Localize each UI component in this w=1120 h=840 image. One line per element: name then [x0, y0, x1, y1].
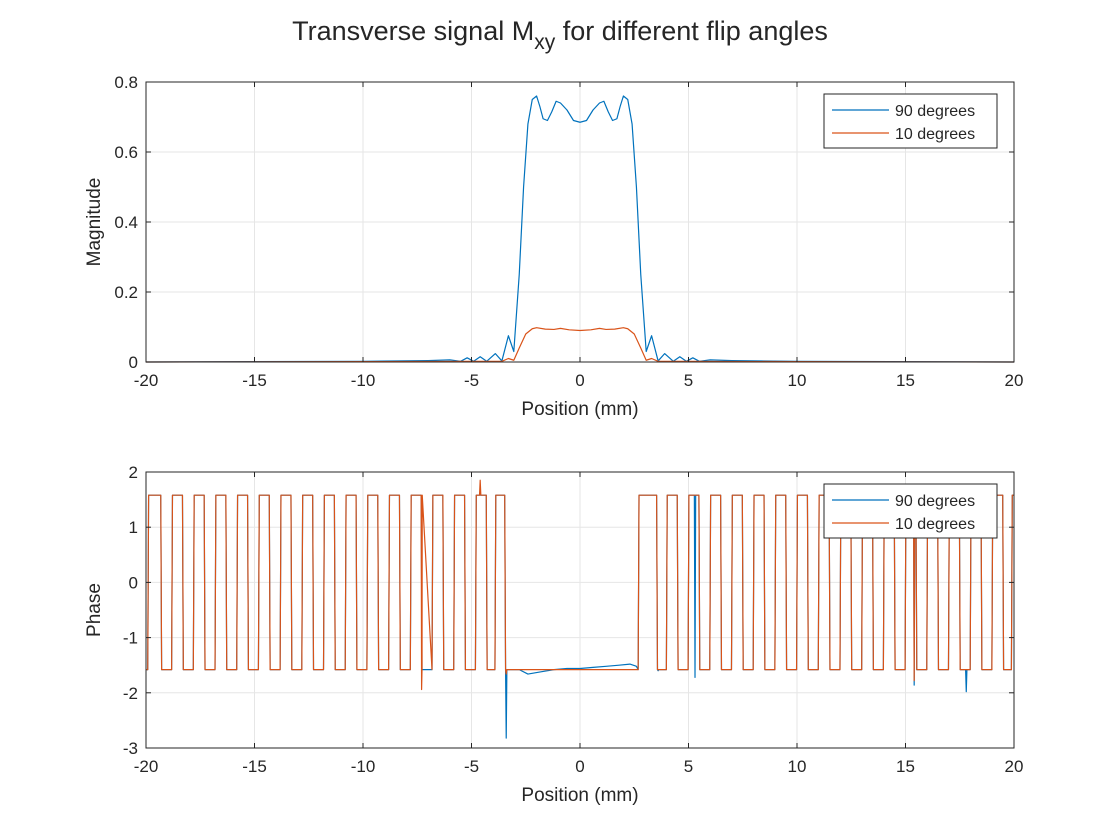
- phase-xtick-label: 15: [896, 757, 915, 776]
- title-main: Transverse signal M: [292, 16, 534, 46]
- magnitude-tick-labels: -20 -15 -10 -5 0 5 10 15 20 0 0.2 0.4 0.6 0.8: [114, 73, 1023, 390]
- phase-x-axis-label: Position (mm): [521, 785, 638, 806]
- magnitude-xtick-label: -15: [242, 371, 267, 390]
- magnitude-series-line-10: [145, 327, 1015, 363]
- magnitude-ytick-label: 0.8: [114, 73, 138, 92]
- phase-ticks: [145, 471, 1015, 749]
- magnitude-legend-label-10: 10 degrees: [895, 126, 975, 143]
- phase-legend: 90 degrees 10 degrees: [823, 483, 998, 539]
- phase-xtick-label: 5: [684, 757, 693, 776]
- magnitude-series-line-90: [145, 95, 1015, 363]
- phase-ytick-label: -2: [123, 684, 138, 703]
- magnitude-legend-box: [823, 93, 998, 149]
- magnitude-xtick-label: 15: [896, 371, 915, 390]
- title-subscript: xy: [534, 31, 556, 54]
- magnitude-xtick-label: 5: [684, 371, 693, 390]
- phase-legend-label-90: 90 degrees: [895, 493, 975, 510]
- magnitude-legend: 90 degrees 10 degrees: [823, 93, 998, 149]
- magnitude-xtick-label: 10: [788, 371, 807, 390]
- magnitude-ytick-label: 0: [129, 353, 138, 372]
- phase-legend-label-10: 10 degrees: [895, 516, 975, 533]
- magnitude-xtick-label: -5: [464, 371, 479, 390]
- magnitude-xtick-label: 0: [575, 371, 584, 390]
- magnitude-series: [145, 95, 1015, 363]
- phase-ytick-label: 1: [129, 518, 138, 537]
- phase-xtick-label: -10: [351, 757, 376, 776]
- phase-y-axis-label: Phase: [84, 583, 105, 637]
- magnitude-xtick-label: 20: [1005, 371, 1024, 390]
- phase-ytick-label: -1: [123, 629, 138, 648]
- title-rest: for different flip angles: [555, 16, 828, 46]
- magnitude-ytick-label: 0.4: [114, 213, 138, 232]
- phase-series-line-10: [146, 479, 1014, 691]
- magnitude-y-axis-label: Magnitude: [84, 178, 105, 267]
- phase-legend-box: [823, 483, 998, 539]
- phase-xtick-label: -5: [464, 757, 479, 776]
- magnitude-ytick-label: 0.2: [114, 283, 138, 302]
- phase-xtick-label: 10: [788, 757, 807, 776]
- figure-title: Transverse signal Mxy for different flip…: [292, 16, 828, 54]
- magnitude-ticks: [145, 81, 1015, 363]
- magnitude-legend-label-90: 90 degrees: [895, 103, 975, 120]
- phase-xtick-label: 0: [575, 757, 584, 776]
- phase-xtick-label: -20: [134, 757, 159, 776]
- phase-ytick-label: 2: [129, 463, 138, 482]
- phase-xtick-label: 20: [1005, 757, 1024, 776]
- magnitude-x-axis-label: Position (mm): [521, 399, 638, 420]
- phase-ytick-label: -3: [123, 739, 138, 758]
- magnitude-ytick-label: 0.6: [114, 143, 138, 162]
- phase-ytick-label: 0: [129, 573, 138, 592]
- phase-xtick-label: -15: [242, 757, 267, 776]
- magnitude-grid: [146, 82, 1014, 362]
- magnitude-panel: -20 -15 -10 -5 0 5 10 15 20 0 0.2 0.4 0.6 0.8 Positio…: [84, 73, 1023, 420]
- magnitude-xtick-label: -20: [134, 371, 159, 390]
- magnitude-xtick-label: -10: [351, 371, 376, 390]
